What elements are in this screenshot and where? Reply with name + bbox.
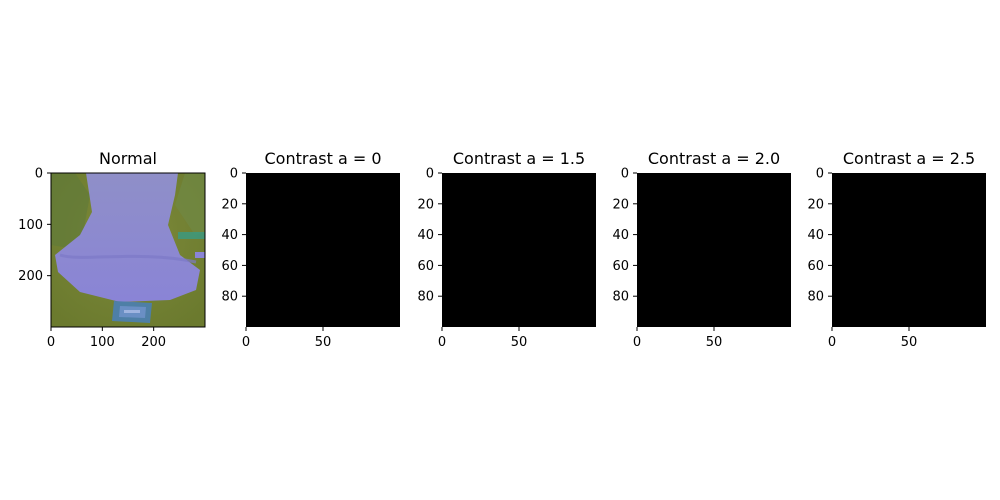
panel-title-1: Contrast a = 0 xyxy=(264,149,381,168)
y-tick-label-2-2: 40 xyxy=(417,228,434,243)
y-tick-label-1-1: 20 xyxy=(221,197,238,212)
y-tick-label-4-1: 20 xyxy=(807,197,824,212)
panel-normal xyxy=(50,172,206,328)
y-tick-label-4-0: 0 xyxy=(816,167,824,182)
y-tick-label-3-0: 0 xyxy=(621,167,629,182)
panel-contrast-0 xyxy=(246,173,400,327)
y-tick-label-0-1: 100 xyxy=(18,218,43,233)
x-tick-label-2-0: 0 xyxy=(438,335,446,350)
y-tick-label-2-3: 60 xyxy=(417,259,434,274)
panel-title-4: Contrast a = 2.5 xyxy=(843,149,975,168)
x-tick-label-0-2: 200 xyxy=(141,335,166,350)
y-tick-label-2-4: 80 xyxy=(417,290,434,305)
y-tick-label-1-2: 40 xyxy=(221,228,238,243)
y-tick-label-3-2: 40 xyxy=(612,228,629,243)
y-tick-label-4-2: 40 xyxy=(807,228,824,243)
panel-contrast-2-5 xyxy=(832,173,986,327)
panel-title-3: Contrast a = 2.0 xyxy=(648,149,780,168)
x-tick-label-2-1: 50 xyxy=(511,335,528,350)
x-tick-label-3-0: 0 xyxy=(633,335,641,350)
image-contrast-0 xyxy=(246,173,400,327)
x-tick-label-3-1: 50 xyxy=(706,335,723,350)
panel-contrast-2-0 xyxy=(637,173,791,327)
photo-image xyxy=(51,173,205,327)
x-tick-label-4-1: 50 xyxy=(901,335,918,350)
y-tick-label-2-1: 20 xyxy=(417,197,434,212)
image-contrast-2-5 xyxy=(832,173,986,327)
y-tick-label-2-0: 0 xyxy=(426,167,434,182)
y-tick-label-4-3: 60 xyxy=(807,259,824,274)
image-contrast-1-5 xyxy=(442,173,596,327)
y-tick-label-0-2: 200 xyxy=(18,269,43,284)
titles-layer: Normal Contrast a = 0 Contrast a = 1.5 Cont… xyxy=(99,149,975,168)
x-tick-label-1-0: 0 xyxy=(242,335,250,350)
x-tick-label-1-1: 50 xyxy=(315,335,332,350)
y-tick-label-1-4: 80 xyxy=(221,290,238,305)
y-tick-label-1-0: 0 xyxy=(230,167,238,182)
panel-title-0: Normal xyxy=(99,149,157,168)
x-tick-label-4-0: 0 xyxy=(828,335,836,350)
image-contrast-2-0 xyxy=(637,173,791,327)
panel-title-2: Contrast a = 1.5 xyxy=(453,149,585,168)
panel-contrast-1-5 xyxy=(442,173,596,327)
y-tick-label-0-0: 0 xyxy=(35,167,43,182)
x-tick-label-0-0: 0 xyxy=(47,335,55,350)
x-tick-label-0-1: 100 xyxy=(90,335,115,350)
y-tick-label-3-3: 60 xyxy=(612,259,629,274)
y-tick-label-4-4: 80 xyxy=(807,290,824,305)
y-tick-label-1-3: 60 xyxy=(221,259,238,274)
y-tick-label-3-1: 20 xyxy=(612,197,629,212)
y-tick-label-3-4: 80 xyxy=(612,290,629,305)
